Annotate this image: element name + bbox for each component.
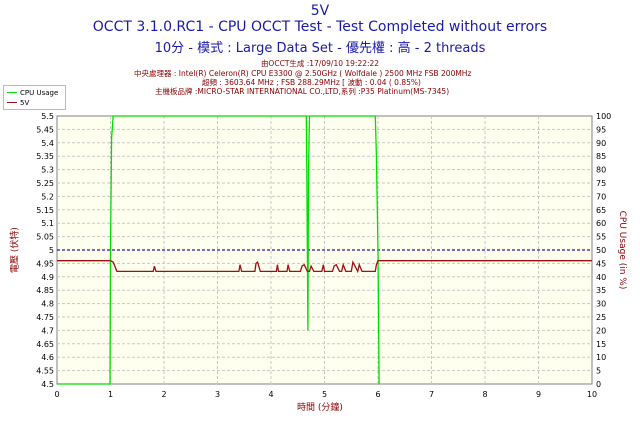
legend-item-5v: 5V bbox=[7, 98, 29, 107]
cpu-usage-series-line bbox=[57, 115, 380, 385]
y-right-tick-label: 85 bbox=[596, 152, 606, 161]
x-tick-label: 0 bbox=[54, 390, 59, 399]
y-left-tick-label: 5.4 bbox=[41, 139, 54, 148]
y-right-tick-label: 70 bbox=[596, 192, 606, 201]
y-left-tick-label: 4.6 bbox=[41, 353, 54, 362]
y-right-tick-label: 30 bbox=[596, 300, 606, 309]
legend-item-cpu-usage: CPU Usage bbox=[7, 88, 58, 97]
y-left-tick-label: 4.85 bbox=[36, 286, 54, 295]
y-right-tick-label: 90 bbox=[596, 139, 606, 148]
y-left-tick-label: 4.8 bbox=[41, 300, 54, 309]
y-right-tick-label: 40 bbox=[596, 273, 606, 282]
y-left-tick-label: 4.7 bbox=[41, 326, 54, 335]
y-left-tick-label: 5.1 bbox=[41, 219, 54, 228]
y-left-tick-label: 5.15 bbox=[36, 206, 54, 215]
y-left-tick-label: 5.05 bbox=[36, 233, 54, 242]
x-tick-label: 4 bbox=[268, 390, 273, 399]
y-left-tick-label: 5.25 bbox=[36, 179, 54, 188]
chart-subtitle-test: OCCT 3.1.0.RC1 - CPU OCCT Test - Test Co… bbox=[92, 19, 548, 35]
legend-label-5v: 5V bbox=[20, 98, 30, 107]
y-right-tick-label: 95 bbox=[596, 125, 606, 134]
x-tick-label: 10 bbox=[587, 390, 597, 399]
x-tick-label: 2 bbox=[161, 390, 166, 399]
y-right-tick-label: 15 bbox=[596, 340, 606, 349]
legend: CPU Usage 5V bbox=[3, 85, 66, 110]
y-right-tick-label: 80 bbox=[596, 166, 606, 175]
y-left-tick-label: 5.35 bbox=[36, 152, 54, 161]
y-left-tick-label: 4.95 bbox=[36, 259, 54, 268]
y-right-tick-label: 55 bbox=[596, 233, 606, 242]
y-left-tick-label: 4.65 bbox=[36, 340, 54, 349]
y-axis-label-right: CPU Usage (in %) bbox=[617, 210, 627, 290]
y-axis-label-left: 電壓 (伏特) bbox=[10, 227, 21, 273]
series-group bbox=[57, 115, 592, 385]
y-right-tick-label: 20 bbox=[596, 326, 606, 335]
y-left-tick-label: 4.9 bbox=[41, 273, 54, 282]
y-left-tick-label: 5.5 bbox=[41, 112, 54, 121]
tick-labels: 0 1 2 3 4 5 6 7 8 9 104.54.554.64.654.74.754.84.85… bbox=[36, 112, 611, 399]
y-right-tick-label: 10 bbox=[596, 353, 606, 362]
x-tick-label: 7 bbox=[429, 390, 434, 399]
y-left-tick-label: 4.55 bbox=[36, 367, 54, 376]
board-info: 主機板品牌 :MICRO-STAR INTERNATIONAL CO.,LTD,… bbox=[155, 87, 450, 96]
y-right-tick-label: 25 bbox=[596, 313, 606, 322]
generated-info: 由OCCT生成 :17/09/10 19:22:22 bbox=[260, 59, 380, 68]
y-left-tick-label: 5.45 bbox=[36, 125, 54, 134]
x-tick-label: 5 bbox=[322, 390, 327, 399]
chart-title: 5V bbox=[310, 3, 330, 19]
y-right-tick-label: 5 bbox=[596, 367, 601, 376]
y-left-tick-label: 4.75 bbox=[36, 313, 54, 322]
x-tick-label: 6 bbox=[375, 390, 380, 399]
y-left-tick-label: 4.5 bbox=[41, 380, 54, 389]
clock-info: 超頻 : 3603.64 MHz ; FSB 288.29MHz [ 波動 : … bbox=[202, 78, 421, 87]
5v-series-line bbox=[57, 260, 592, 274]
y-left-tick-label: 5 bbox=[49, 246, 54, 255]
y-left-tick-label: 5.2 bbox=[41, 192, 54, 201]
y-right-tick-label: 45 bbox=[596, 259, 606, 268]
x-tick-label: 9 bbox=[536, 390, 541, 399]
y-right-tick-label: 75 bbox=[596, 179, 606, 188]
y-right-tick-label: 100 bbox=[596, 112, 611, 121]
grid-lines bbox=[57, 116, 592, 384]
chart-subtitle-mode: 10分 - 模式 : Large Data Set - 優先權 : 高 - 2 … bbox=[154, 41, 486, 56]
y-right-tick-label: 65 bbox=[596, 206, 606, 215]
y-right-tick-label: 60 bbox=[596, 219, 606, 228]
legend-swatch-5v bbox=[7, 102, 17, 103]
y-left-tick-label: 5.3 bbox=[41, 166, 54, 175]
legend-swatch-cpu-usage bbox=[7, 92, 17, 93]
cpu-info: 中央處理器 : Intel(R) Celeron(R) CPU E3300 @ … bbox=[134, 69, 472, 78]
x-tick-label: 8 bbox=[482, 390, 487, 399]
y-right-tick-label: 0 bbox=[596, 380, 601, 389]
x-tick-label: 3 bbox=[215, 390, 220, 399]
y-right-tick-label: 35 bbox=[596, 286, 606, 295]
legend-label-cpu-usage: CPU Usage bbox=[20, 88, 59, 97]
x-axis-label: 時間 (分鐘) bbox=[297, 403, 343, 413]
y-right-tick-label: 50 bbox=[596, 246, 606, 255]
x-tick-label: 1 bbox=[108, 390, 113, 399]
